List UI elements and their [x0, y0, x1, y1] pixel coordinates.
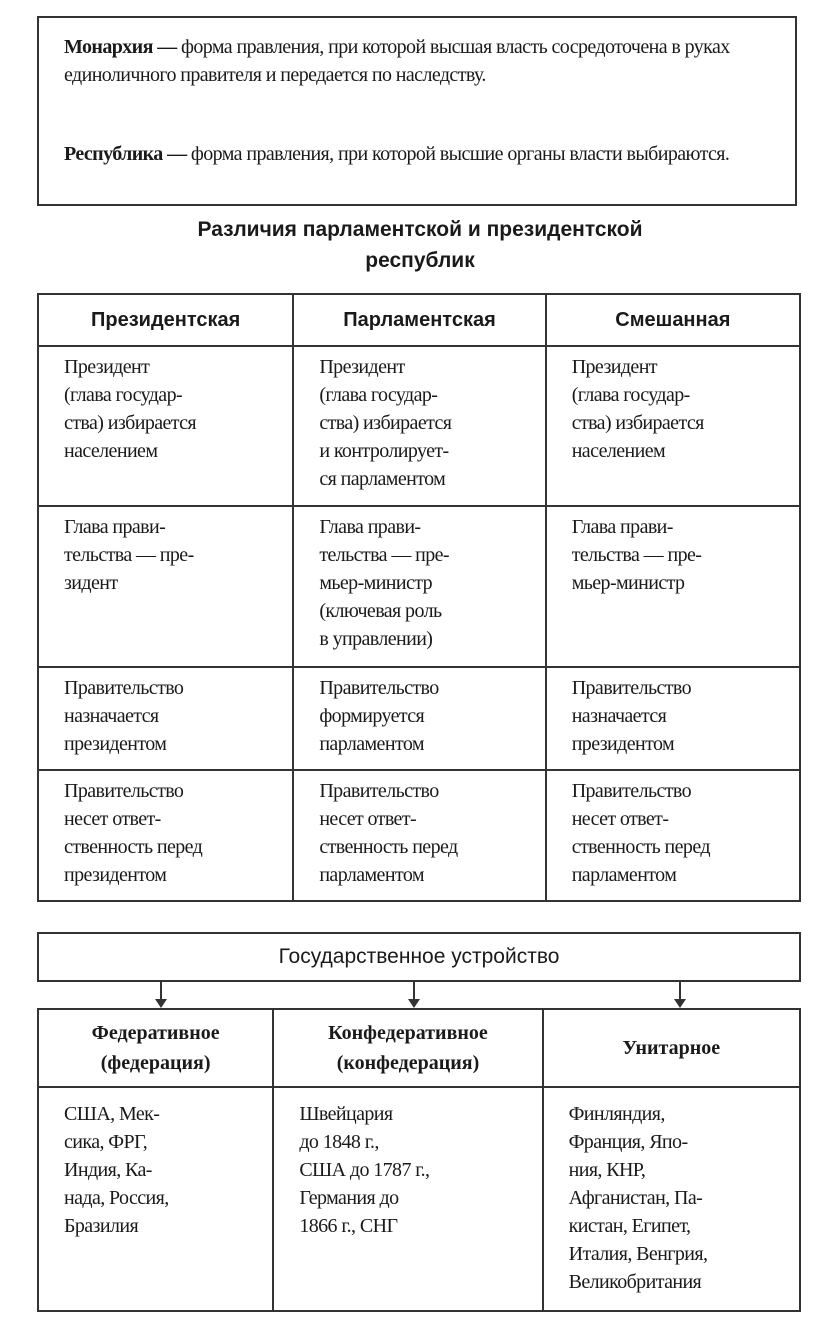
table-cell: Правительство назначается президентом [36, 666, 295, 771]
structure-table: Федеративное (федерация) Конфедеративное… [36, 1008, 802, 1312]
arrow-down-icon [155, 982, 167, 1008]
table-header-row: Президентская Парламентская Смешанная [36, 293, 802, 347]
republic-term: Республика — [64, 143, 187, 165]
monarchy-term: Монархия — [64, 36, 177, 58]
table-cell: Правительство формируется парламентом [292, 666, 547, 771]
structure-title-box: Государственное устройство [37, 932, 801, 982]
republic-definition: Республика — форма правления, при которо… [64, 140, 754, 168]
header-parliamentary: Парламентская [292, 293, 547, 347]
definitions-box [37, 16, 797, 206]
header-unitary: Унитарное [541, 1008, 802, 1088]
monarchy-text: форма правления, при которой высшая влас… [64, 36, 730, 86]
monarchy-definition: Монархия — форма правления, при которой … [64, 33, 754, 89]
table-cell: США, Мек- сика, ФРГ, Индия, Ка- нада, Ро… [36, 1086, 275, 1312]
table-cell: Правительство несет ответ- ственность пе… [36, 769, 295, 902]
header-mixed: Смешанная [544, 293, 802, 347]
table-row: США, Мек- сика, ФРГ, Индия, Ка- нада, Ро… [36, 1086, 802, 1312]
table-cell: Финляндия, Франция, Япо- ния, КНР, Афган… [541, 1086, 802, 1312]
table-cell: Правительство несет ответ- ственность пе… [292, 769, 547, 902]
table-row: Глава прави- тельства — пре- зидент Глав… [36, 505, 802, 668]
header-presidential: Президентская [36, 293, 295, 347]
header-federative: Федеративное (федерация) [36, 1008, 275, 1088]
table-cell: Глава прави- тельства — пре- мьер-минист… [292, 505, 547, 668]
table-cell: Глава прави- тельства — пре- зидент [36, 505, 295, 668]
arrow-down-icon [674, 982, 686, 1008]
table-cell: Президент (глава государ- ства) избирает… [36, 345, 295, 507]
republic-text: форма правления, при которой высшие орга… [186, 143, 730, 165]
header-confederative: Конфедеративное (конфедерация) [272, 1008, 544, 1088]
table-cell: Президент (глава государ- ства) избирает… [544, 345, 802, 507]
republics-table: Президентская Парламентская Смешанная Пр… [36, 293, 802, 902]
table-row: Правительство несет ответ- ственность пе… [36, 769, 802, 902]
structure-title: Государственное устройство [278, 945, 560, 968]
table-header-row: Федеративное (федерация) Конфедеративное… [36, 1008, 802, 1088]
table-cell: Правительство несет ответ- ственность пе… [544, 769, 802, 902]
republics-title: Различия парламентской и президентской р… [197, 218, 643, 272]
table-cell: Глава прави- тельства — пре- мьер-минист… [544, 505, 802, 668]
table-row: Правительство назначается президентом Пр… [36, 666, 802, 771]
arrow-down-icon [408, 982, 420, 1008]
table-cell: Швейцария до 1848 г., США до 1787 г., Ге… [272, 1086, 544, 1312]
table-cell: Правительство назначается президентом [544, 666, 802, 771]
table-cell: Президент (глава государ- ства) избирает… [292, 345, 547, 507]
table-row: Президент (глава государ- ства) избирает… [36, 345, 802, 507]
